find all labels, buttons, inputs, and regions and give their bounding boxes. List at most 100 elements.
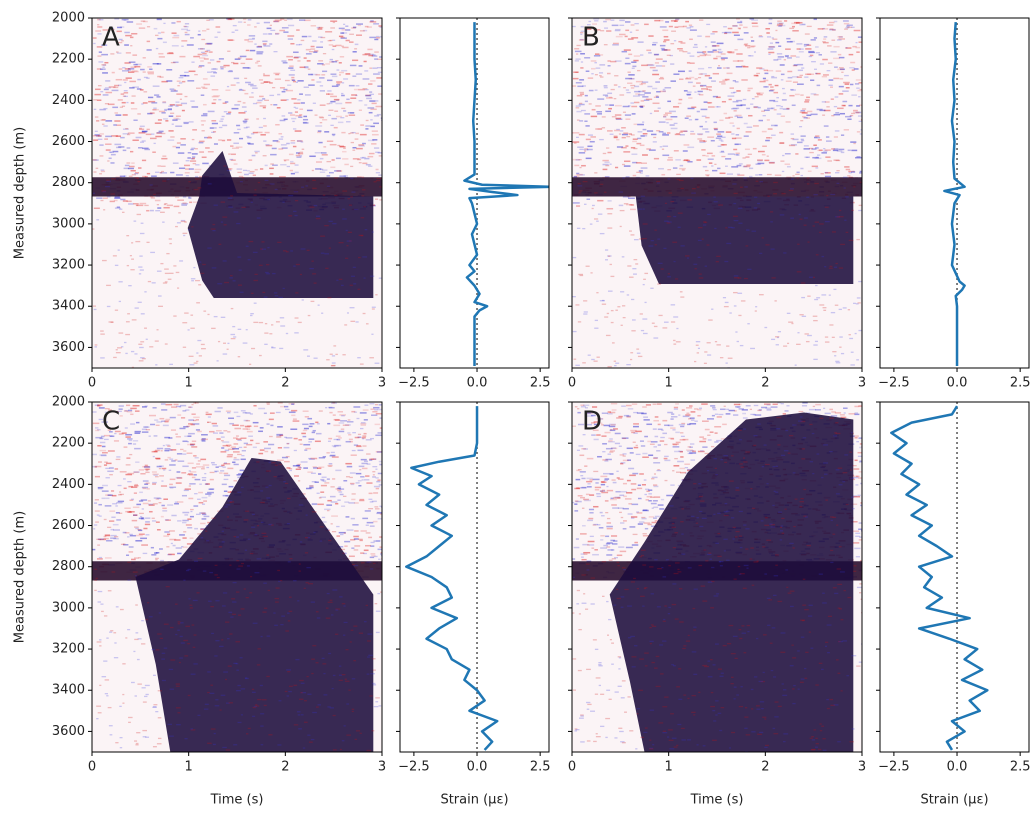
- texture: [764, 86, 767, 87]
- texture: [632, 268, 636, 269]
- texture: [731, 133, 734, 135]
- texture: [130, 535, 136, 537]
- panel: −2.50.02.5Strain (με): [396, 402, 551, 808]
- texture: [613, 428, 618, 430]
- texture: [243, 90, 246, 91]
- texture: [234, 428, 241, 430]
- texture: [133, 514, 137, 516]
- texture: [258, 46, 262, 47]
- texture: [196, 361, 198, 362]
- texture: [186, 524, 192, 526]
- texture: [192, 624, 195, 625]
- texture: [771, 277, 775, 278]
- texture: [226, 410, 231, 412]
- texture: [218, 99, 221, 100]
- texture: [592, 109, 596, 111]
- texture: [188, 229, 190, 230]
- texture: [178, 623, 181, 624]
- texture: [304, 588, 306, 589]
- texture: [340, 534, 343, 535]
- texture: [356, 34, 362, 36]
- texture: [287, 613, 290, 614]
- texture: [196, 352, 198, 353]
- texture: [356, 148, 363, 150]
- texture: [361, 235, 364, 236]
- texture: [248, 259, 251, 260]
- texture: [361, 217, 365, 218]
- texture: [222, 441, 229, 443]
- texture: [823, 148, 825, 149]
- texture: [352, 524, 358, 526]
- texture: [362, 468, 368, 470]
- texture: [103, 660, 107, 661]
- texture: [705, 266, 707, 267]
- texture: [572, 85, 576, 87]
- texture: [223, 65, 229, 67]
- texture: [791, 89, 796, 90]
- texture: [643, 129, 647, 131]
- texture: [341, 108, 345, 109]
- texture: [674, 26, 678, 28]
- texture: [223, 165, 226, 166]
- texture: [634, 239, 639, 240]
- texture: [116, 459, 121, 460]
- texture: [697, 56, 699, 57]
- texture: [836, 170, 839, 171]
- texture: [784, 20, 787, 22]
- texture: [348, 502, 354, 504]
- texture: [181, 642, 185, 643]
- texture: [256, 443, 260, 444]
- texture: [259, 127, 263, 128]
- texture: [202, 479, 206, 481]
- texture: [176, 436, 181, 438]
- texture: [317, 132, 321, 134]
- texture: [235, 30, 238, 31]
- texture: [119, 68, 123, 70]
- texture: [115, 114, 121, 116]
- texture: [183, 450, 186, 452]
- texture: [715, 341, 717, 342]
- texture: [686, 116, 691, 117]
- texture: [641, 330, 644, 331]
- texture: [134, 740, 137, 741]
- texture: [362, 143, 366, 145]
- texture: [189, 356, 194, 357]
- texture: [600, 184, 603, 185]
- texture: [100, 357, 105, 358]
- texture: [113, 255, 117, 256]
- texture: [154, 143, 156, 144]
- texture: [110, 201, 115, 203]
- texture: [364, 433, 367, 435]
- texture: [195, 280, 200, 281]
- texture: [273, 104, 277, 106]
- texture: [327, 478, 330, 480]
- texture: [186, 570, 189, 571]
- texture: [157, 96, 161, 98]
- texture: [787, 71, 792, 73]
- texture: [589, 479, 593, 481]
- texture: [104, 519, 107, 520]
- texture: [144, 328, 147, 329]
- texture: [354, 530, 359, 532]
- texture: [127, 265, 129, 266]
- texture: [699, 140, 705, 142]
- texture: [660, 146, 662, 147]
- x-tick-label: 0: [568, 376, 576, 391]
- texture: [217, 360, 219, 361]
- texture: [329, 40, 332, 41]
- texture: [636, 348, 639, 349]
- texture: [112, 72, 115, 74]
- texture: [141, 544, 148, 546]
- texture: [238, 57, 242, 58]
- texture: [612, 25, 619, 27]
- texture: [366, 164, 371, 166]
- texture: [152, 109, 156, 110]
- texture: [775, 30, 777, 31]
- texture: [254, 572, 259, 573]
- texture: [784, 59, 786, 60]
- texture: [351, 191, 355, 192]
- texture: [123, 200, 128, 202]
- texture: [198, 284, 201, 285]
- texture: [715, 106, 718, 107]
- texture: [242, 106, 247, 108]
